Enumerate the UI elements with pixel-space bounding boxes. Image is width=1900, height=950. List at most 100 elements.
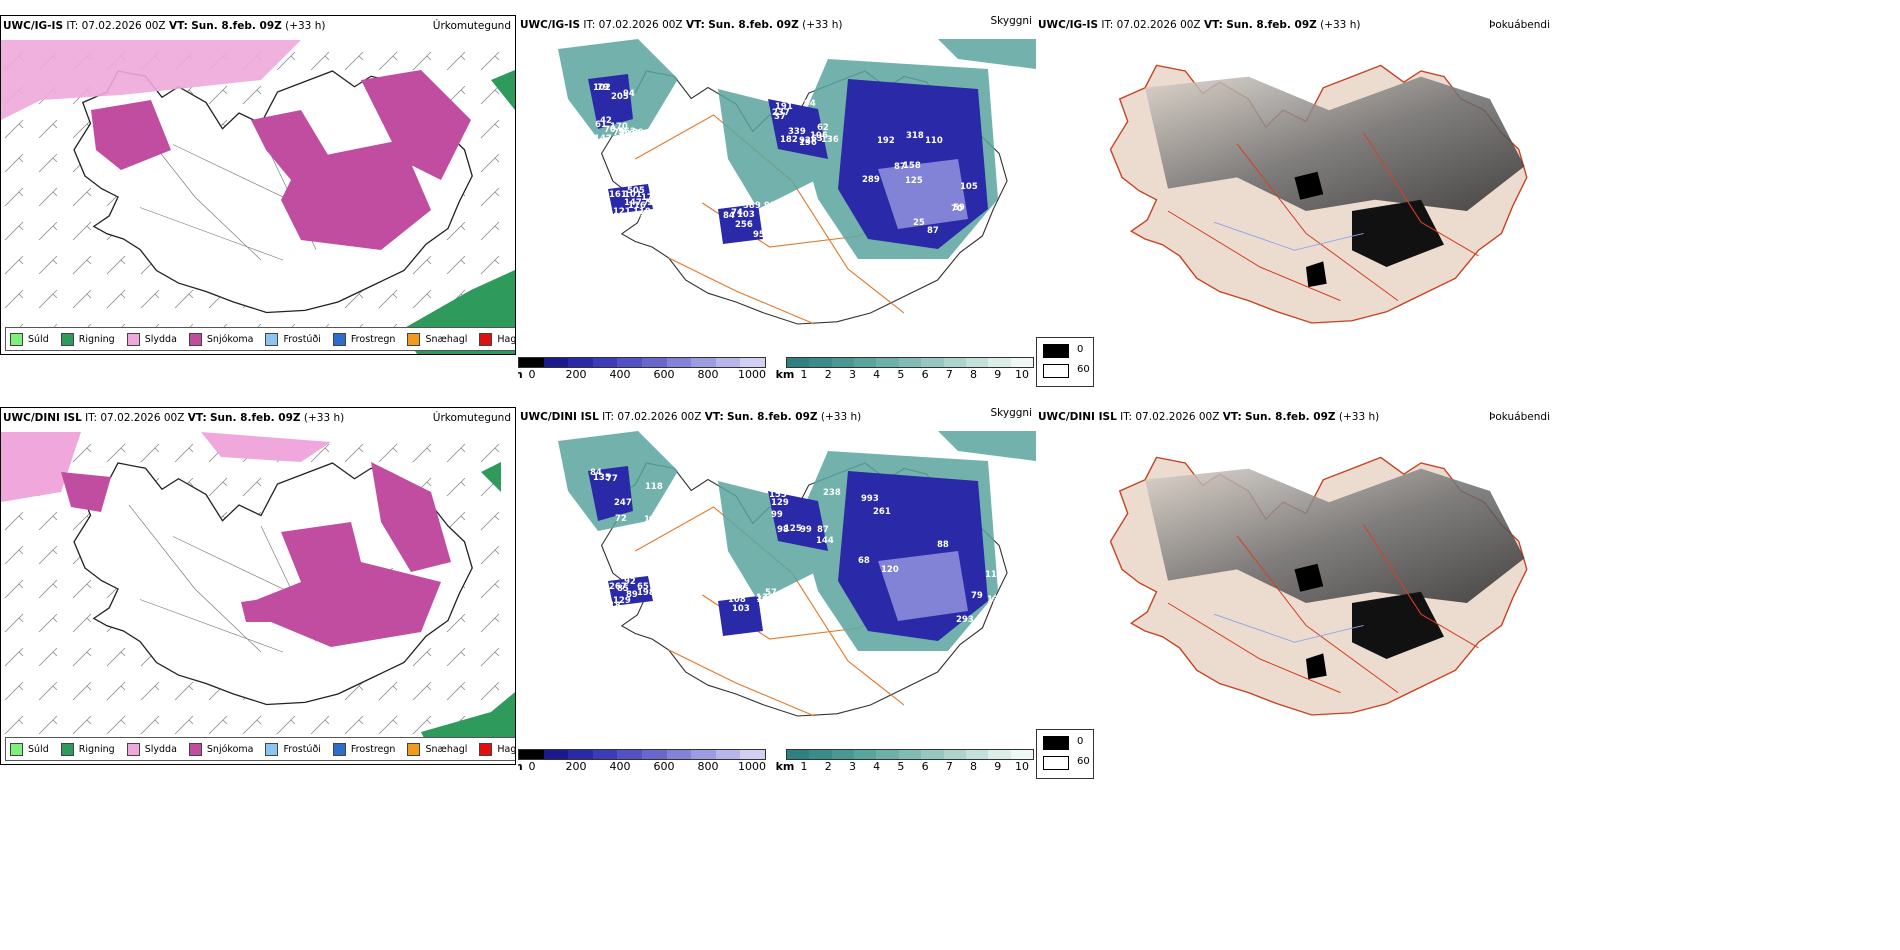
ceiling-value: 87: [642, 527, 654, 537]
legend-swatch: [407, 742, 421, 756]
legend-item: Haglél: [479, 332, 515, 346]
ceiling-value: 147: [773, 593, 791, 603]
legend-label: Snjókoma: [206, 743, 254, 755]
model-label: UWC/DINI ISL: [1038, 411, 1117, 423]
legend-label: Snæhagl: [425, 333, 468, 345]
precip-type-legend: Súld Rigning Slydda Snjókoma Frostúði Frostre…: [5, 737, 515, 761]
fog-index-panel: UWC/DINI ISL IT: 07.02.2026 00Z VT: Sun.…: [1036, 407, 1554, 727]
ceiling-value: 192: [877, 136, 895, 146]
visibility-panel: UWC/IG-IS IT: 07.02.2026 00Z VT: Sun. 8.…: [518, 15, 1036, 387]
fog-index-legend: 0 60: [1036, 337, 1094, 387]
colorbar-segment: [809, 750, 832, 759]
ceiling-value: 106: [810, 131, 828, 141]
visibility-panel: UWC/DINI ISL IT: 07.02.2026 00Z VT: Sun.…: [518, 407, 1036, 779]
colorbar-tick-label: 5: [897, 368, 905, 381]
vt-label: VT:: [704, 411, 724, 423]
ceiling-value: 48: [769, 612, 781, 622]
colorbar-tick-label: 10: [1015, 368, 1029, 381]
ceiling-value: 88: [937, 540, 949, 550]
legend-swatch: [265, 332, 279, 346]
ceiling-value: 120: [881, 565, 899, 575]
legend-swatch: [479, 742, 493, 756]
legend-label: Slydda: [144, 743, 177, 755]
ceiling-value: 57: [765, 588, 777, 598]
fog-legend-swatch: [1043, 736, 1069, 750]
ceiling-value: 92: [799, 136, 811, 146]
ceiling-value: 42: [600, 116, 612, 126]
colorbar-tick-label: 10: [1015, 760, 1029, 773]
colorbar-segment: [809, 358, 832, 367]
colorbar-unit: m: [518, 760, 523, 773]
fog-legend-label: 0: [1077, 344, 1084, 355]
panel-title: UWC/DINI ISL IT: 07.02.2026 00Z VT: Sun.…: [3, 412, 344, 424]
legend-swatch: [188, 332, 202, 346]
ceiling-value: 63: [811, 134, 823, 144]
colorbar-tick-label: 600: [653, 368, 675, 381]
fog-legend-swatch: [1043, 364, 1069, 378]
ceiling-value: 169: [762, 228, 780, 238]
ceiling-value: 161: [609, 190, 627, 200]
ceiling-value: 101: [624, 190, 642, 200]
it-label: IT:: [1120, 411, 1133, 423]
ceiling-value: 94: [804, 99, 816, 109]
ceiling-value: 116: [628, 201, 646, 211]
legend-item: Slydda: [126, 742, 177, 756]
panel-title: UWC/IG-IS IT: 07.02.2026 00Z VT: Sun. 8.…: [3, 20, 325, 32]
panel-name: Úrkomutegund: [432, 20, 511, 32]
ceiling-value: 74: [731, 208, 743, 218]
ceiling-value: 18: [609, 601, 621, 611]
it-label: IT:: [85, 412, 98, 424]
colorbar-segment: [641, 358, 667, 367]
colorbar-tick-label: 7: [945, 760, 953, 773]
init-time: 07.02.2026 00Z: [1116, 19, 1201, 31]
valid-time: Sun. 8.feb. 09Z: [1226, 19, 1317, 31]
legend-label: Súld: [28, 333, 49, 345]
panel-title: UWC/IG-IS IT: 07.02.2026 00Z VT: Sun. 8.…: [520, 19, 842, 31]
lead-time: (+33 h): [285, 20, 326, 32]
ceiling-value: 102: [593, 83, 611, 93]
colorbar-tick-label: 1: [800, 368, 808, 381]
legend-swatch: [332, 332, 346, 346]
colorbar-tick-label: 2: [824, 760, 832, 773]
ceiling-value: 191: [648, 516, 666, 526]
legend-swatch: [265, 742, 279, 756]
ceiling-value: 125: [784, 524, 802, 534]
vt-label: VT:: [1222, 411, 1242, 423]
ceiling-value: 87: [817, 525, 829, 535]
colorbar-tick-label: 8: [970, 760, 978, 773]
valid-time: Sun. 8.feb. 09Z: [708, 19, 799, 31]
legend-item: Frostregn: [332, 742, 395, 756]
vt-label: VT:: [187, 412, 207, 424]
panel-title: UWC/DINI ISL IT: 07.02.2026 00Z VT: Sun.…: [520, 411, 861, 423]
colorbar-tick-label: 0: [528, 368, 536, 381]
fog-index-legend: 0 60: [1036, 729, 1094, 779]
vt-label: VT:: [168, 20, 188, 32]
ceiling-value: 87: [927, 226, 939, 236]
fog-index-panel: UWC/IG-IS IT: 07.02.2026 00Z VT: Sun. 8.…: [1036, 15, 1554, 335]
colorbar-segment: [898, 750, 922, 759]
colorbar-segment: [715, 358, 741, 367]
init-time: 07.02.2026 00Z: [598, 19, 683, 31]
model-label: UWC/IG-IS: [3, 20, 64, 32]
colorbar-tick-label: 800: [697, 760, 719, 773]
ceiling-value: 76: [776, 205, 788, 215]
ceiling-value: 70: [643, 198, 655, 208]
legend-swatch: [407, 332, 421, 346]
ceiling-value: 105: [960, 182, 978, 192]
panel-name: Skyggni: [990, 15, 1033, 27]
it-label: IT:: [602, 411, 615, 423]
ceiling-value: 118: [645, 482, 663, 492]
ceiling-value: 98: [777, 525, 789, 535]
ceiling-value: 70: [604, 125, 616, 135]
colorbar-segment: [943, 358, 966, 367]
ceiling-value: 293: [956, 615, 974, 625]
colorbar-segment: [965, 358, 989, 367]
ceiling-value: 176: [641, 193, 659, 203]
ceiling-value: 289: [862, 175, 880, 185]
legend-item: Slydda: [126, 332, 177, 346]
ceiling-value: 505: [627, 186, 645, 196]
ceiling-value: 256: [735, 220, 753, 230]
legend-item: Snjókoma: [188, 742, 254, 756]
legend-swatch: [126, 332, 140, 346]
colorbar-segment: [740, 750, 765, 759]
